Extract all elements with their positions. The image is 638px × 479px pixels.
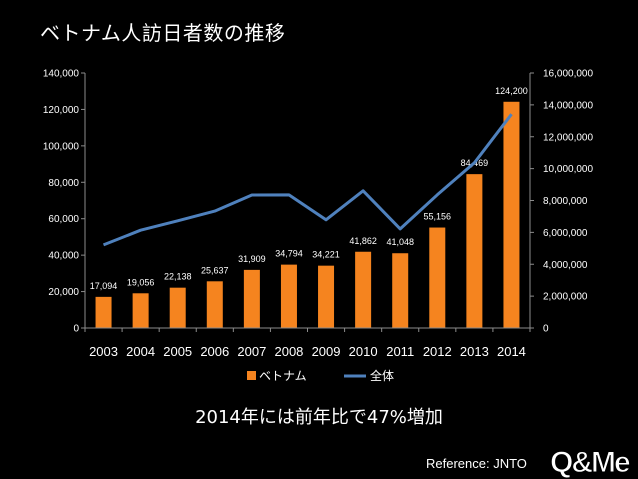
bar-label-2009: 34,221 [312, 250, 340, 260]
chart-title: ベトナム人訪日者数の推移 [40, 21, 286, 45]
x-tick-label: 2013 [460, 344, 489, 359]
logo-text: Q&Me [550, 446, 630, 478]
legend-label-total: 全体 [370, 368, 394, 383]
bar-label-2005: 22,138 [164, 272, 192, 282]
x-tick-label: 2007 [237, 344, 266, 359]
bar-2011 [392, 253, 409, 328]
x-tick-label: 2011 [386, 344, 414, 359]
right-tick-label: 4,000,000 [543, 260, 588, 271]
qandme-logo: Q&Me [550, 446, 632, 479]
bar-label-2008: 34,794 [275, 249, 303, 259]
x-tick-label: 2008 [274, 344, 303, 359]
bar-label-2007: 31,909 [238, 254, 266, 264]
right-y-axis: 0 2,000,000 4,000,000 6,000,000 8,000,000 10,… [529, 69, 593, 335]
total-line [102, 113, 513, 247]
right-tick-label: 14,000,000 [543, 100, 593, 111]
left-tick-label: 120,000 [43, 105, 80, 116]
x-tick-label: 2005 [163, 344, 192, 359]
bar-label-2006: 25,637 [201, 265, 229, 275]
growth-note: 2014年には前年比で47%増加 [195, 407, 443, 428]
x-tick-label: 2004 [126, 344, 155, 359]
right-tick-label: 8,000,000 [543, 196, 588, 207]
line-series-total [102, 113, 513, 247]
bar-label-2011: 41,048 [386, 237, 414, 247]
legend-label-vietnam: ベトナム [259, 369, 307, 383]
bar-2008 [280, 264, 297, 328]
bar-2003 [95, 296, 112, 328]
bar-label-2014: 124,200 [495, 86, 528, 96]
x-tick-label: 2003 [89, 344, 118, 359]
bar-series-vietnam [95, 101, 520, 329]
left-tick-label: 20,000 [48, 287, 79, 298]
bar-2012 [429, 227, 446, 328]
bar-2006 [206, 281, 223, 328]
bar-label-2010: 41,862 [349, 236, 377, 246]
left-tick-label: 60,000 [48, 214, 79, 225]
x-tick-label: 2012 [423, 344, 452, 359]
legend: ベトナム 全体 [247, 368, 394, 383]
bar-data-labels: 17,094 19,056 22,138 25,637 31,909 34,794 34,2… [90, 86, 528, 291]
reference-text: Reference: JNTO [426, 456, 527, 471]
bar-label-2012: 55,156 [424, 212, 452, 222]
bar-label-2004: 19,056 [127, 277, 155, 287]
left-tick-label: 40,000 [48, 251, 79, 262]
bar-2004 [132, 293, 149, 328]
left-tick-label: 100,000 [43, 141, 80, 152]
bar-label-2003: 17,094 [90, 281, 118, 291]
right-tick-label: 2,000,000 [543, 292, 588, 303]
left-y-axis: 0 20,000 40,000 60,000 80,000 100,000 120,000 1… [43, 69, 86, 335]
right-tick-label: 6,000,000 [543, 228, 588, 239]
left-tick-label: 140,000 [43, 69, 80, 80]
bar-2007 [243, 269, 260, 328]
x-tick-label: 2009 [312, 344, 341, 359]
left-tick-label: 80,000 [48, 178, 79, 189]
x-tick-label: 2006 [200, 344, 229, 359]
bar-2013 [466, 174, 483, 328]
x-tick-label: 2014 [497, 344, 526, 359]
bar-2014 [503, 101, 520, 329]
left-tick-label: 0 [73, 324, 79, 335]
x-tick-label: 2010 [349, 344, 378, 359]
bar-2010 [355, 251, 372, 328]
x-axis: 2003 2004 2005 2006 2007 2008 2009 2010 2011 2012… [84, 327, 531, 359]
bar-2009 [318, 265, 335, 328]
combo-chart: 0 20,000 40,000 60,000 80,000 100,000 120,000 1… [43, 69, 594, 384]
right-tick-label: 16,000,000 [543, 69, 593, 80]
right-tick-label: 12,000,000 [543, 132, 593, 143]
right-tick-label: 0 [543, 324, 549, 335]
right-tick-label: 10,000,000 [543, 164, 593, 175]
legend-swatch-vietnam [247, 371, 256, 380]
bar-2005 [169, 287, 186, 328]
